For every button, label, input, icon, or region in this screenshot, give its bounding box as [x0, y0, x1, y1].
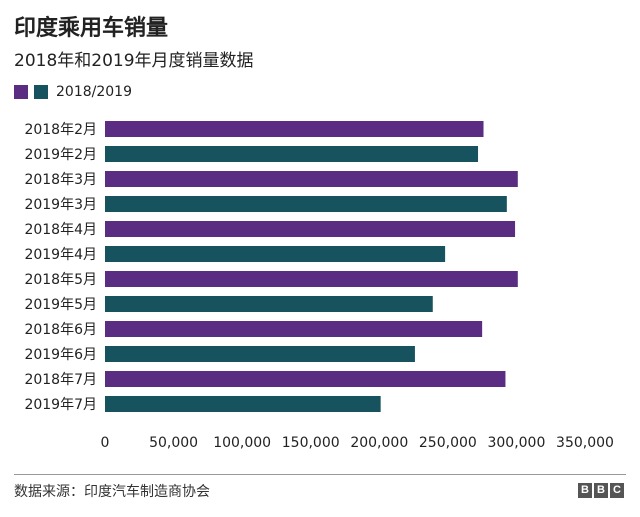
bbc-logo: B B C — [578, 483, 624, 498]
x-tick-label: 300,000 — [487, 435, 545, 451]
category-label: 2019年4月 — [24, 247, 97, 263]
category-label: 2018年3月 — [24, 172, 97, 188]
bar-2018 — [105, 321, 483, 337]
x-tick-label: 200,000 — [350, 435, 408, 451]
category-label: 2018年4月 — [24, 222, 97, 238]
bar-2018 — [105, 121, 484, 137]
bar-2019 — [105, 196, 507, 212]
bar-2019 — [105, 346, 415, 362]
category-label: 2019年2月 — [24, 147, 97, 163]
x-tick-label: 100,000 — [213, 435, 271, 451]
bbc-logo-letter: B — [594, 483, 608, 498]
category-label: 2019年5月 — [24, 297, 97, 313]
bar-2019 — [105, 146, 479, 162]
bar-2018 — [105, 371, 506, 387]
legend-label: 2018/2019 — [56, 84, 132, 100]
category-label: 2019年7月 — [24, 397, 97, 413]
x-tick-label: 0 — [101, 435, 110, 451]
footer-divider — [14, 474, 626, 475]
category-label: 2018年2月 — [24, 122, 97, 138]
category-label: 2018年7月 — [24, 372, 97, 388]
x-tick-label: 250,000 — [419, 435, 477, 451]
category-label: 2019年3月 — [24, 197, 97, 213]
chart-title: 印度乘用车销量 — [14, 16, 169, 41]
bbc-logo-letter: C — [610, 483, 624, 498]
bar-chart: 2018年2月 2019年2月 2018年3月 2019年3月 2018年4月 2019年… — [24, 121, 614, 451]
bar-2018 — [105, 271, 518, 287]
legend-swatch-2019 — [34, 85, 48, 99]
bar-2019 — [105, 296, 433, 312]
x-tick-label: 150,000 — [282, 435, 340, 451]
x-tick-label: 350,000 — [556, 435, 614, 451]
bar-2018 — [105, 171, 518, 187]
bbc-logo-letter: B — [578, 483, 592, 498]
category-label: 2018年6月 — [24, 322, 97, 338]
legend-swatch-2018 — [14, 85, 28, 99]
bar-2018 — [105, 221, 516, 237]
source-note: 数据来源：印度汽车制造商协会 — [14, 484, 210, 500]
category-label: 2018年5月 — [24, 272, 97, 288]
bar-2019 — [105, 246, 446, 262]
legend: 2018/2019 — [14, 84, 132, 100]
category-label: 2019年6月 — [24, 347, 97, 363]
chart-subtitle: 2018年和2019年月度销量数据 — [14, 51, 254, 71]
bar-2019 — [105, 396, 381, 412]
x-tick-label: 50,000 — [149, 435, 198, 451]
